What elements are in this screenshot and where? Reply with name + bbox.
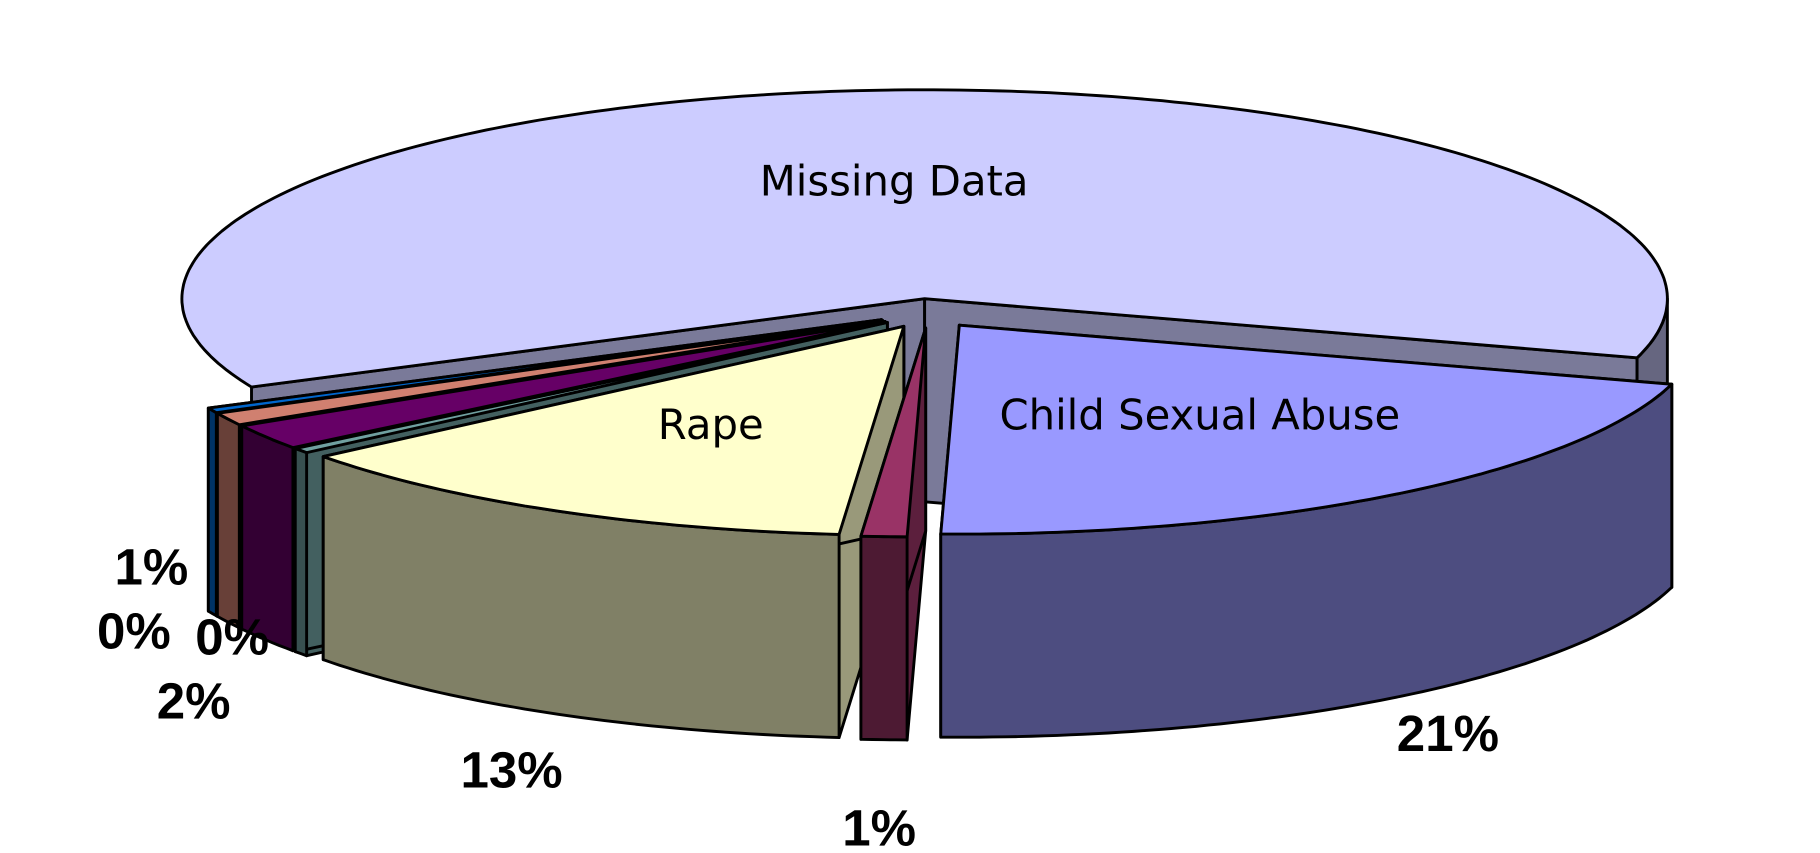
category-label: Missing Data [760,157,1029,206]
data-label: 1% [114,539,188,596]
category-label: Rape [658,400,764,449]
data-label: 0% [195,609,269,666]
slice [321,324,906,739]
data-label: 0% [97,603,171,660]
category-label: Child Sexual Abuse [999,391,1400,440]
slice-top [293,320,889,455]
slice-side [206,406,218,618]
slice-side [293,447,309,658]
slice-top [859,326,928,539]
slice-top [321,324,906,536]
slice-top [939,323,1674,536]
data-label: 13% [460,741,562,798]
data-label: 2% [157,672,231,729]
data-label: 21% [1397,705,1499,762]
slice [939,323,1674,739]
slice-top [180,88,1669,389]
slice-top [215,318,884,427]
slice-top [240,320,887,450]
slice [859,326,928,742]
slice-side [859,534,909,742]
slice-side [215,411,241,630]
data-label: 1% [842,800,916,853]
